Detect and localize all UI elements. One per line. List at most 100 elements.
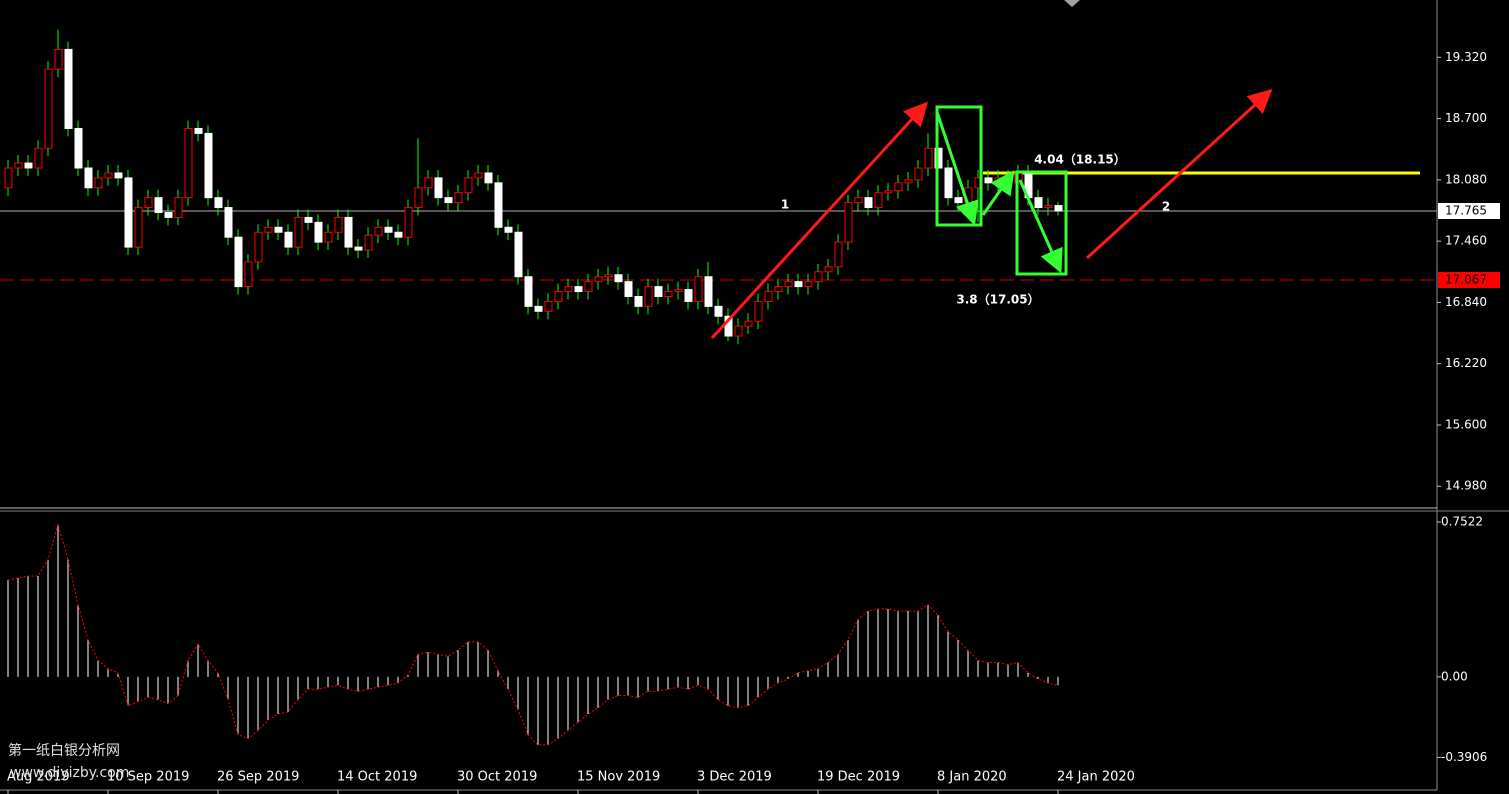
candle-body [884, 190, 893, 194]
candle-body [954, 197, 963, 204]
candle-body [624, 281, 633, 297]
candle-body [4, 167, 13, 189]
candle-body [284, 231, 293, 248]
price-label: 17.765 [1445, 204, 1487, 218]
shift-marker [1064, 0, 1080, 7]
candle-body [694, 276, 703, 302]
candle-body [594, 276, 603, 283]
candle-body [544, 300, 553, 312]
candle-body [994, 177, 1003, 184]
x-tick-label: 19 Dec 2019 [817, 770, 900, 785]
candle-body [374, 226, 383, 236]
candle-body [324, 231, 333, 243]
candle-body [794, 281, 803, 288]
candle-body [664, 291, 673, 297]
y-tick-label: 16.840 [1445, 295, 1487, 309]
annotation: 1 [781, 198, 789, 212]
candle-body [34, 147, 43, 169]
candle-body [674, 289, 683, 293]
candle-body [484, 172, 493, 184]
candle-body [574, 286, 583, 293]
candle-body [864, 197, 873, 209]
x-tick-label: 15 Nov 2019 [577, 770, 660, 785]
signal-line [7, 522, 1059, 746]
y-tick-label: 14.980 [1445, 479, 1487, 493]
watermark: www.diyizby.com [10, 765, 129, 781]
x-tick-label: 3 Dec 2019 [697, 770, 772, 785]
candle-body [154, 197, 163, 213]
candle-body [254, 231, 263, 263]
wave-arrow [935, 111, 979, 226]
candle-body [84, 167, 93, 189]
wave-arrow [1018, 179, 1063, 274]
candle-body [14, 162, 23, 169]
candle-body [434, 177, 443, 199]
price-label: 17.067 [1445, 272, 1487, 286]
candle-body [1054, 205, 1063, 212]
annotation: 3.8（17.05） [956, 292, 1039, 307]
candle-body [944, 167, 953, 199]
candle-body [474, 172, 483, 179]
candle-body [904, 179, 913, 184]
candle-body [364, 234, 373, 251]
candle-body [234, 236, 243, 288]
candle-body [614, 274, 623, 283]
candle-body [704, 276, 713, 307]
range-box [1015, 170, 1068, 276]
x-tick-label: 10 Sep 2019 [107, 770, 189, 785]
candle-body [424, 177, 433, 189]
candle-body [174, 197, 183, 218]
plot-area: 19.320 18.700 18.080 17.460 16.840 16.220 15.6… [0, 29, 1500, 794]
candle-body [24, 162, 33, 169]
candle-body [784, 281, 793, 288]
candle-body [854, 197, 863, 204]
candle-body [244, 261, 253, 288]
candle-body [1044, 205, 1053, 209]
candle-body [604, 274, 613, 278]
candle-body [304, 216, 313, 223]
trend-arrow [710, 101, 929, 340]
candle-body [204, 132, 213, 199]
candle-body [774, 286, 783, 293]
candle-body [584, 281, 593, 293]
price-box [1438, 203, 1500, 220]
candle-body [814, 271, 823, 283]
candle-body [494, 182, 503, 228]
candle-body [1034, 197, 1043, 209]
candle-body [644, 286, 653, 307]
trend-arrow [1085, 88, 1273, 260]
candle-body [164, 211, 173, 218]
candle-body [914, 167, 923, 181]
candle-body [534, 305, 543, 312]
candle-body [634, 295, 643, 307]
y-tick-label: 19.320 [1445, 50, 1487, 64]
candle-body [844, 202, 853, 243]
candle-body [144, 197, 153, 209]
candle-body [924, 147, 933, 169]
y-tick-label: -0.3906 [1441, 750, 1487, 764]
candle-body [194, 127, 203, 134]
candle-body [724, 315, 733, 337]
candle-body [894, 182, 903, 192]
y-tick-label: 15.600 [1445, 417, 1487, 431]
candle-body [354, 246, 363, 251]
candle-body [224, 207, 233, 238]
candle-body [314, 221, 323, 243]
y-tick-label: 0.00 [1441, 669, 1468, 683]
x-tick-label: 24 Jan 2020 [1057, 770, 1135, 785]
candle-body [384, 226, 393, 233]
range-box [935, 105, 983, 227]
candle-body [44, 68, 53, 149]
wave-arrow [981, 170, 1015, 216]
candle-body [444, 197, 453, 204]
candle-body [394, 231, 403, 238]
candle-body [404, 207, 413, 238]
candle-body [744, 320, 753, 327]
drawings [710, 88, 1273, 340]
candle-body [804, 281, 813, 288]
candle-body [464, 177, 473, 194]
y-tick-label: 18.080 [1445, 172, 1487, 186]
candle-body [554, 291, 563, 302]
candle-body [414, 187, 423, 209]
